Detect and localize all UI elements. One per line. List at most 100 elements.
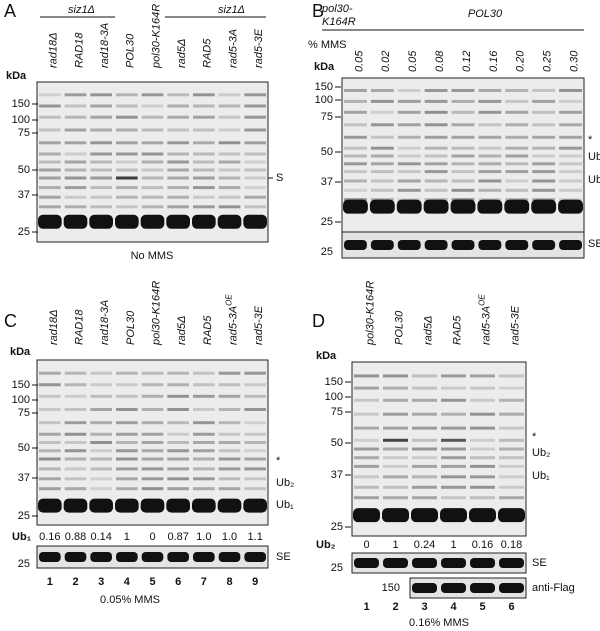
band: [218, 408, 241, 411]
band: [193, 408, 215, 411]
lane-name: rad18Δ: [48, 309, 60, 345]
lane-name: POL30: [125, 310, 137, 345]
side-label: *: [588, 134, 593, 146]
band: [478, 99, 502, 103]
band: [89, 214, 113, 229]
band: [193, 487, 215, 491]
band: [39, 186, 61, 190]
band: [116, 160, 138, 164]
band: [192, 498, 216, 513]
band: [478, 179, 502, 183]
band: [116, 168, 138, 172]
band: [218, 449, 241, 453]
band: [470, 374, 495, 378]
mms-title: % MMS: [308, 39, 347, 51]
band: [478, 162, 502, 166]
mms-value: 0.30: [568, 50, 580, 72]
band: [218, 457, 241, 461]
band: [370, 123, 394, 127]
kda-marker: 100: [12, 394, 30, 406]
band: [64, 432, 87, 436]
band: [116, 371, 138, 375]
band: [478, 146, 502, 150]
band: [532, 110, 556, 114]
band: [412, 426, 437, 430]
band: [397, 188, 421, 192]
quant-value: 0.24: [414, 539, 435, 551]
band: [141, 160, 164, 164]
band: [167, 421, 189, 425]
caption: No MMS: [131, 250, 174, 262]
band: [141, 152, 164, 156]
band: [244, 195, 266, 199]
band: [470, 485, 495, 489]
band: [64, 141, 87, 145]
band: [499, 475, 524, 479]
band: [397, 88, 421, 92]
band: [244, 394, 266, 398]
kda-marker: 150: [12, 379, 30, 391]
band: [39, 168, 61, 172]
band: [397, 99, 421, 103]
band: [505, 188, 529, 192]
band: [382, 508, 409, 523]
band: [244, 128, 266, 132]
band: [531, 199, 557, 214]
lane-number: 3: [98, 576, 104, 588]
band: [167, 205, 189, 209]
band: [244, 115, 266, 119]
band: [141, 408, 164, 411]
quant-value: 1: [124, 531, 130, 543]
band: [218, 441, 241, 444]
band: [412, 475, 437, 479]
band: [470, 426, 495, 430]
kda-title: kDa: [10, 346, 31, 358]
band: [90, 383, 112, 387]
band: [478, 135, 502, 139]
band: [344, 240, 367, 250]
band: [354, 496, 379, 500]
band: [411, 508, 438, 523]
band: [218, 115, 241, 119]
band: [64, 408, 87, 411]
band: [193, 441, 215, 444]
band: [424, 146, 448, 150]
band: [116, 152, 138, 156]
band: [244, 168, 266, 172]
band: [424, 88, 448, 92]
band: [354, 558, 379, 568]
band: [441, 447, 466, 451]
band: [115, 214, 139, 229]
band: [90, 477, 112, 481]
band: [218, 205, 241, 209]
band: [412, 386, 437, 390]
band: [397, 123, 421, 127]
band: [451, 146, 475, 150]
band: [532, 154, 556, 158]
side-label: SE: [588, 238, 600, 250]
band: [412, 412, 437, 416]
band: [412, 558, 437, 568]
mms-value: 0.25: [542, 50, 554, 72]
kda-marker: 50: [18, 164, 30, 176]
lane-label: RAD5: [451, 315, 463, 345]
band: [141, 477, 164, 481]
lane-label: POL30: [393, 310, 405, 345]
band: [193, 195, 215, 199]
band: [505, 154, 529, 158]
band: [559, 110, 582, 114]
band: [244, 93, 266, 97]
band: [116, 487, 138, 491]
mms-value: 0.02: [380, 51, 392, 72]
band: [90, 152, 112, 156]
band: [470, 456, 495, 460]
band: [218, 93, 241, 97]
band: [451, 135, 475, 139]
band: [397, 146, 421, 150]
band: [424, 135, 448, 139]
band: [64, 383, 87, 387]
band: [499, 485, 524, 489]
mms-value: 0.05: [407, 50, 419, 72]
band: [243, 214, 267, 229]
band: [478, 123, 502, 127]
